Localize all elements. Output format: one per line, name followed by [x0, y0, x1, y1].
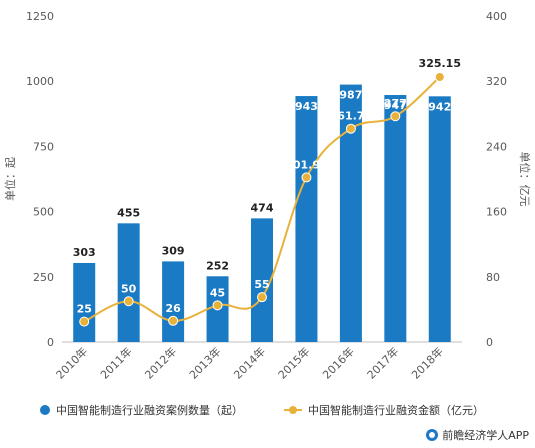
x-tick-label: 2011年: [97, 344, 134, 381]
y-left-tick-label: 750: [33, 140, 54, 153]
bar: [339, 84, 362, 343]
y-right-axis-title: 单位：亿元: [518, 152, 532, 207]
line-value-label: 55: [254, 278, 269, 291]
line-value-label: 325.15: [419, 57, 461, 70]
y-right-tick-label: 240: [486, 140, 507, 153]
line-value-label: 261.73: [330, 110, 372, 123]
line-path: [83, 76, 441, 323]
data-labels: 303 455 309 252 474 943 987 947 942 25 50 26 45 55 201…: [73, 57, 461, 316]
line-point: [257, 292, 267, 303]
bar-value-label: 947: [384, 99, 407, 112]
bar: [428, 96, 451, 342]
line-point: [212, 300, 223, 311]
bar: [384, 95, 407, 342]
y-right-tick-label: 80: [486, 271, 500, 284]
y-right-tick-label: 0: [486, 336, 493, 349]
y-right-tick-label: 160: [486, 206, 507, 219]
x-tick-label: 2018年: [408, 344, 445, 381]
line-value-label: 201.92: [285, 158, 327, 171]
bar-value-label: 455: [117, 206, 140, 219]
line-value-label: 45: [210, 286, 225, 299]
qianzhan-logo-icon: [426, 429, 439, 441]
y-left-tick-label: 500: [33, 206, 54, 219]
bar-value-label: 987: [339, 89, 362, 102]
y-right-tick-label: 320: [486, 75, 507, 88]
y-left-tick-label: 0: [47, 336, 54, 349]
bar-value-label: 303: [73, 246, 96, 259]
line-point: [79, 316, 90, 327]
line-value-label: 277: [384, 97, 407, 110]
bar-value-label: 309: [162, 244, 185, 257]
x-tick-label: 2016年: [320, 344, 357, 381]
line-value-label: 25: [77, 303, 92, 316]
line-point: [345, 123, 356, 134]
bar-value-label: 252: [206, 259, 229, 272]
bar: [162, 261, 185, 342]
bar-value-label: 943: [295, 100, 318, 113]
legend-bar-swatch: [40, 405, 50, 415]
y-left-tick-label: 1000: [26, 75, 54, 88]
legend-line-swatch: [284, 405, 302, 415]
legend-item-line: 中国智能制造行业融资金额（亿元）: [284, 402, 484, 418]
legend-line-label: 中国智能制造行业融资金额（亿元）: [308, 404, 484, 417]
line-point: [168, 315, 179, 326]
source-text: 前瞻经济学人APP: [442, 429, 529, 442]
line-series: [79, 72, 445, 327]
line-point: [123, 296, 134, 307]
y-left-tick-label: 1250: [26, 10, 54, 23]
bar-value-label: 474: [251, 201, 274, 214]
bar-value-label: 942: [428, 100, 451, 113]
x-tick-label: 2012年: [142, 344, 179, 381]
x-tick-label: 2015年: [275, 344, 312, 381]
y-left-axis-title: 单位：起: [3, 157, 17, 201]
bars: [73, 84, 451, 343]
line-value-label: 26: [165, 302, 181, 315]
x-tick-label: 2013年: [186, 344, 223, 381]
legend: 中国智能制造行业融资案例数量（起） 中国智能制造行业融资金额（亿元）: [0, 400, 535, 422]
bar: [295, 96, 318, 342]
line-point: [390, 111, 401, 122]
line-point: [434, 72, 445, 83]
bar: [117, 223, 140, 342]
x-tick-label: 2017年: [364, 344, 401, 381]
bar: [251, 218, 273, 342]
y-left-tick-label: 250: [33, 271, 54, 284]
y-right-tick-label: 400: [486, 10, 507, 23]
line-point: [301, 172, 312, 183]
x-tick-label: 2010年: [53, 344, 90, 381]
legend-item-bar: 中国智能制造行业融资案例数量（起）: [40, 402, 243, 418]
bar: [73, 262, 96, 342]
x-tick-label: 2014年: [231, 344, 268, 381]
source-credit: 前瞻经济学人APP: [426, 427, 529, 443]
legend-bar-label: 中国智能制造行业融资案例数量（起）: [56, 404, 243, 417]
chart: 0 250 500 750 1000 1250 0 80 160 240 320 400 单位：起 单位：…: [3, 10, 532, 382]
line-value-label: 50: [121, 282, 137, 295]
